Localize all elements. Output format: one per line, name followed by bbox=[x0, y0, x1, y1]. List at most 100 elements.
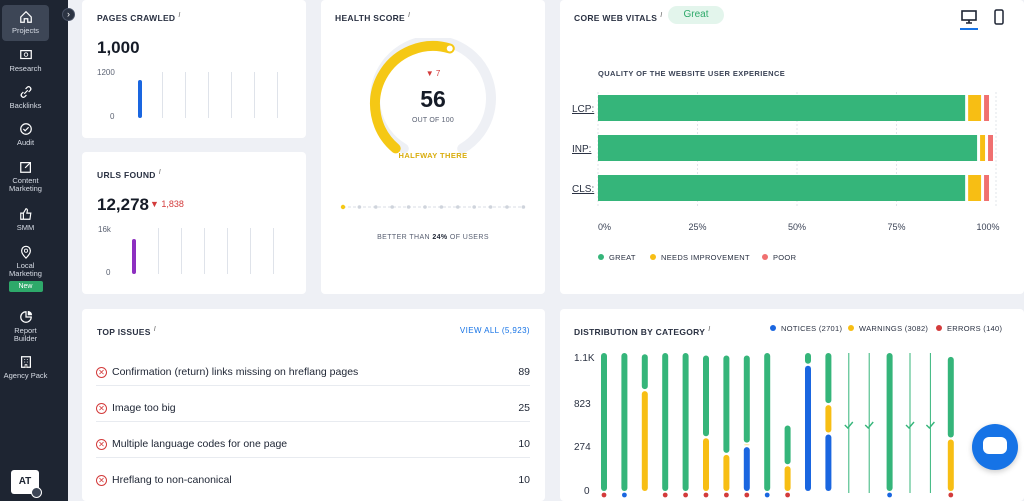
map-pin-icon bbox=[20, 245, 31, 259]
category-green-bar[interactable] bbox=[662, 353, 669, 491]
vital-bar-segment bbox=[984, 175, 990, 201]
issue-row[interactable]: ✕ Confirmation (return) links missing on … bbox=[96, 364, 530, 386]
category-green-bar[interactable] bbox=[947, 356, 954, 438]
category-warning-bar[interactable] bbox=[743, 444, 750, 446]
info-icon[interactable]: i bbox=[660, 12, 663, 19]
top-issues-card: TOP ISSUES i VIEW ALL (5,923) bbox=[82, 309, 545, 501]
category-notice-bar[interactable] bbox=[743, 447, 750, 491]
better-pct: 24% bbox=[432, 234, 448, 241]
sidebar-item-local-marketing[interactable]: Local Marketing New bbox=[2, 245, 49, 292]
settings-gear-icon[interactable] bbox=[31, 487, 42, 498]
issue-count: 10 bbox=[518, 474, 530, 486]
legend-label: NEEDS IMPROVEMENT bbox=[661, 253, 750, 262]
category-warning-bar[interactable] bbox=[703, 438, 709, 491]
category-warning-bar[interactable] bbox=[947, 439, 954, 491]
legend-label: NOTICES (2701) bbox=[781, 324, 843, 333]
health-gauge bbox=[370, 38, 496, 154]
timeline-dot bbox=[505, 205, 509, 209]
new-badge: New bbox=[8, 281, 43, 292]
sidebar-rail bbox=[59, 0, 68, 501]
vital-label[interactable]: INP: bbox=[572, 144, 591, 155]
category-warning-bar[interactable] bbox=[641, 391, 648, 491]
category-green-bar[interactable] bbox=[886, 353, 893, 491]
issue-count: 25 bbox=[518, 402, 530, 414]
research-icon bbox=[19, 50, 32, 60]
sidebar-item-smm[interactable]: SMM bbox=[2, 207, 49, 232]
error-icon: ✕ bbox=[96, 475, 107, 486]
grid-line bbox=[158, 228, 159, 274]
collapse-sidebar-button[interactable]: › bbox=[62, 8, 75, 21]
legend-dot bbox=[762, 254, 768, 260]
category-warning-bar[interactable] bbox=[825, 405, 832, 433]
sidebar-item-audit[interactable]: Audit bbox=[2, 122, 49, 147]
timeline-dot bbox=[521, 205, 526, 209]
category-green-bar[interactable] bbox=[621, 353, 628, 491]
category-green-bar[interactable] bbox=[723, 355, 730, 453]
category-green-bar[interactable] bbox=[764, 353, 771, 491]
legend-poor: POOR bbox=[762, 253, 796, 262]
issue-label: Hreflang to non-canonical bbox=[112, 474, 232, 486]
issue-row[interactable]: ✕ Multiple language codes for one page 10 bbox=[96, 436, 530, 458]
category-notice-bar[interactable] bbox=[825, 434, 832, 491]
sidebar-item-report-builder[interactable]: Report Builder bbox=[2, 310, 49, 343]
timeline-dot bbox=[390, 205, 394, 209]
sidebar-item-label: Report Builder bbox=[13, 326, 38, 343]
desktop-tab[interactable] bbox=[960, 10, 978, 30]
issue-row[interactable]: ✕ Image too big 25 bbox=[96, 400, 530, 422]
axis-bottom-label: 0 bbox=[110, 112, 115, 121]
sidebar: Projects Research Backlinks Audit Conten… bbox=[0, 0, 59, 501]
sidebar-item-content-marketing[interactable]: Content Marketing bbox=[2, 160, 49, 193]
check-circle-icon bbox=[19, 123, 32, 135]
category-notice-bar[interactable] bbox=[805, 365, 811, 491]
vital-label[interactable]: CLS: bbox=[572, 184, 594, 195]
x-tick: 25% bbox=[688, 222, 706, 232]
view-all-link[interactable]: VIEW ALL (5,923) bbox=[459, 326, 530, 335]
category-green-bar[interactable] bbox=[703, 355, 709, 437]
desktop-icon bbox=[961, 10, 977, 24]
category-green-bar[interactable] bbox=[805, 353, 811, 364]
pages-crawled-card: PAGES CRAWLED i 1,000 1200 0 bbox=[82, 0, 306, 138]
category-notice-marker bbox=[622, 492, 627, 498]
category-green-bar[interactable] bbox=[682, 353, 689, 491]
category-green-bar[interactable] bbox=[825, 353, 832, 404]
category-green-bar[interactable] bbox=[601, 353, 607, 491]
y-tick: 0 bbox=[584, 486, 590, 497]
urls-found-title: URLS FOUND i bbox=[97, 169, 161, 180]
info-icon[interactable]: i bbox=[158, 169, 161, 176]
info-icon[interactable]: i bbox=[408, 12, 411, 19]
gauge-fill bbox=[370, 41, 455, 154]
chat-button[interactable] bbox=[972, 424, 1018, 470]
info-icon[interactable]: i bbox=[178, 12, 181, 19]
legend-dot bbox=[598, 254, 604, 260]
vital-bar-segment bbox=[984, 95, 990, 121]
check-icon bbox=[905, 421, 915, 430]
category-green-bar[interactable] bbox=[784, 425, 791, 465]
legend-label: GREAT bbox=[609, 253, 636, 262]
thumbs-up-icon bbox=[19, 208, 31, 220]
home-icon bbox=[19, 10, 32, 23]
legend-needs-improvement: NEEDS IMPROVEMENT bbox=[650, 253, 750, 262]
urls-found-bar bbox=[132, 238, 136, 274]
sidebar-item-agency-pack[interactable]: Agency Pack bbox=[2, 355, 49, 380]
health-status: HALFWAY THERE bbox=[398, 151, 468, 160]
sidebar-item-backlinks[interactable]: Backlinks bbox=[2, 85, 49, 110]
legend-dot bbox=[770, 325, 776, 331]
issue-label: Confirmation (return) links missing on h… bbox=[112, 366, 359, 378]
category-warning-bar[interactable] bbox=[784, 466, 791, 491]
sidebar-item-projects[interactable]: Projects bbox=[2, 5, 49, 41]
info-icon[interactable]: i bbox=[708, 326, 711, 333]
category-green-bar[interactable] bbox=[743, 355, 750, 443]
sidebar-item-research[interactable]: Research bbox=[2, 48, 49, 73]
vital-label[interactable]: LCP: bbox=[572, 104, 594, 115]
info-icon[interactable]: i bbox=[153, 326, 156, 333]
urls-found-value: 12,278 bbox=[97, 195, 149, 214]
sidebar-item-label: Agency Pack bbox=[3, 371, 48, 380]
timeline-dot bbox=[357, 205, 362, 209]
health-score-title: HEALTH SCORE i bbox=[335, 12, 410, 23]
issue-row[interactable]: ✕ Hreflang to non-canonical 10 bbox=[96, 472, 530, 494]
category-green-bar[interactable] bbox=[641, 354, 648, 390]
mobile-tab[interactable] bbox=[993, 9, 1005, 30]
check-icon bbox=[864, 421, 874, 430]
health-score-value: 56 bbox=[420, 86, 446, 112]
category-warning-bar[interactable] bbox=[723, 454, 730, 491]
